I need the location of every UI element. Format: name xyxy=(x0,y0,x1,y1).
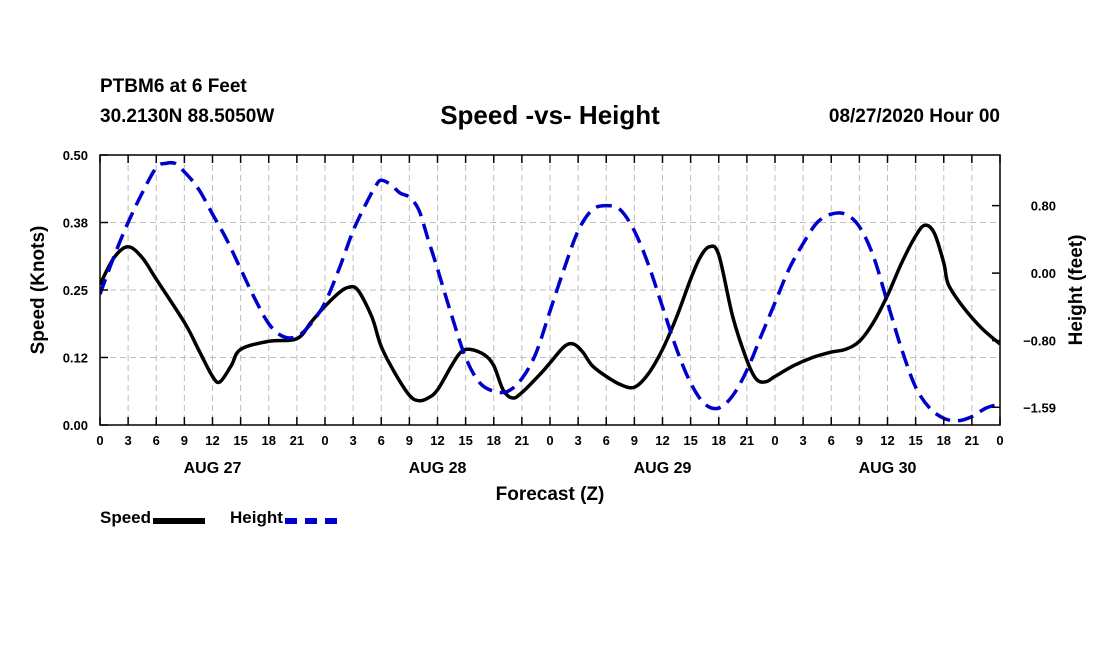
forecast-timestamp: 08/27/2020 Hour 00 xyxy=(828,106,1000,127)
x-tick-label: 18 xyxy=(712,433,726,448)
legend-height: Height xyxy=(230,508,337,528)
legend-height-label: Height xyxy=(230,508,283,527)
legend-speed-label: Speed xyxy=(100,508,152,527)
y2-tick-label: −0.80 xyxy=(1023,334,1056,349)
day-label: AUG 28 xyxy=(409,460,467,477)
x-tick-label: 3 xyxy=(350,433,357,448)
height-series-line xyxy=(100,160,1000,423)
grid-layer xyxy=(99,154,1001,426)
day-label: AUG 29 xyxy=(634,460,692,477)
day-label: AUG 27 xyxy=(184,460,242,477)
ticks-layer: 0 3 6 9 12 15 18 21 0 3 6 9 12 15 18 21 0 3 6 9 12 15 18 21 0 3 6 9… xyxy=(63,148,1056,477)
day-label: AUG 30 xyxy=(859,460,917,477)
x-tick-label: 15 xyxy=(458,433,472,448)
x-tick-label: 6 xyxy=(603,433,610,448)
x-tick-label: 15 xyxy=(233,433,247,448)
chart-title: Speed -vs- Height xyxy=(440,100,660,130)
x-tick-label: 15 xyxy=(908,433,922,448)
station-label: PTBM6 at 6 Feet xyxy=(100,76,247,97)
x-tick-label: 3 xyxy=(800,433,807,448)
x-tick-label: 12 xyxy=(655,433,669,448)
y-axis-title: Speed (Knots) xyxy=(28,226,49,355)
y2-tick-label: 0.00 xyxy=(1031,266,1056,281)
legend-height-swatch xyxy=(284,518,337,524)
x-tick-label: 0 xyxy=(996,433,1003,448)
legend-speed: Speed xyxy=(100,508,206,528)
x-tick-label: 9 xyxy=(406,433,413,448)
x-tick-label: 3 xyxy=(125,433,132,448)
x-tick-label: 21 xyxy=(740,433,754,448)
x-tick-label: 9 xyxy=(181,433,188,448)
x-tick-label: 18 xyxy=(937,433,951,448)
x-tick-label: 18 xyxy=(487,433,501,448)
y-tick-label: 0.50 xyxy=(63,148,88,163)
x-tick-label: 0 xyxy=(321,433,328,448)
y2-tick-label: 0.80 xyxy=(1031,199,1056,214)
x-tick-label: 0 xyxy=(96,433,103,448)
x-tick-label: 6 xyxy=(828,433,835,448)
legend-speed-swatch xyxy=(153,518,206,524)
x-tick-label: 15 xyxy=(683,433,697,448)
x-tick-label: 0 xyxy=(771,433,778,448)
x-tick-label: 18 xyxy=(262,433,276,448)
y-tick-label: 0.00 xyxy=(63,418,88,433)
series-layer xyxy=(100,160,1000,423)
x-tick-label: 9 xyxy=(856,433,863,448)
coordinates-label: 30.2130N 88.5050W xyxy=(100,106,275,127)
x-tick-label: 21 xyxy=(290,433,304,448)
x-tick-label: 12 xyxy=(430,433,444,448)
x-tick-label: 0 xyxy=(546,433,553,448)
y-tick-label: 0.12 xyxy=(63,351,88,366)
y2-axis-title: Height (feet) xyxy=(1066,235,1087,346)
y-tick-label: 0.38 xyxy=(63,216,88,231)
x-tick-label: 6 xyxy=(378,433,385,448)
x-tick-label: 21 xyxy=(965,433,979,448)
x-axis-title: Forecast (Z) xyxy=(496,484,605,505)
x-tick-label: 12 xyxy=(205,433,219,448)
x-tick-label: 21 xyxy=(515,433,529,448)
x-tick-label: 9 xyxy=(631,433,638,448)
speed-series-line xyxy=(100,223,1000,403)
y-tick-label: 0.25 xyxy=(63,283,88,298)
x-tick-label: 12 xyxy=(880,433,894,448)
x-tick-label: 3 xyxy=(575,433,582,448)
x-tick-label: 6 xyxy=(153,433,160,448)
y2-tick-label: −1.59 xyxy=(1023,400,1056,415)
